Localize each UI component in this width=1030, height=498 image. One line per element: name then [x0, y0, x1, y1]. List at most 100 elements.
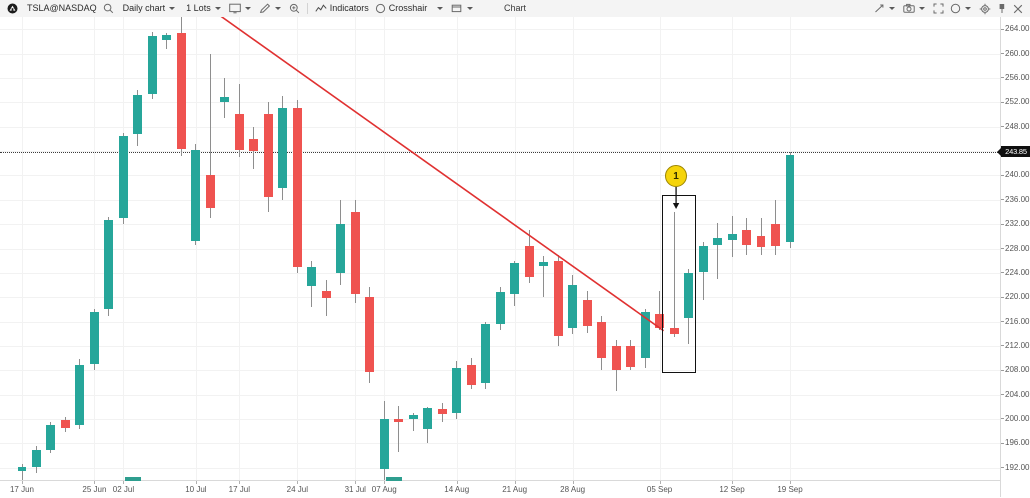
pin-icon[interactable]	[994, 0, 1010, 17]
circle-draw-icon[interactable]	[947, 0, 976, 17]
symbol-label[interactable]: TSLA@NASDAQ	[21, 0, 100, 17]
symbol-text: TSLA@NASDAQ	[27, 3, 97, 13]
candle-body	[524, 246, 534, 277]
trendline[interactable]	[154, 17, 665, 332]
candle-body	[785, 154, 795, 243]
candle-body	[133, 94, 143, 134]
chevron-down-icon	[437, 7, 444, 10]
candle-body	[17, 466, 27, 471]
time-tick-mark	[22, 481, 23, 484]
candle-wick	[673, 211, 675, 338]
candle-body	[669, 327, 679, 334]
annotation-pin-1[interactable]: 1	[665, 165, 688, 187]
pencil-draw-icon[interactable]	[256, 0, 286, 17]
candle-body	[481, 324, 491, 383]
candle-body	[771, 224, 780, 247]
gridline-vertical	[94, 17, 96, 480]
timeframe-selector[interactable]: Daily chart	[117, 0, 181, 17]
chevron-down-icon	[467, 7, 474, 10]
time-tick-label: 31 Jul	[344, 485, 366, 494]
candle-body	[568, 285, 578, 328]
indicators-button[interactable]: Indicators	[312, 0, 372, 17]
time-axis[interactable]: 17 Jun 25 Jun 02 Jul 10 Jul 17 Jul 24 Jul 31 J…	[0, 477, 1000, 498]
candle-body	[466, 365, 476, 385]
time-tick-label: 17 Jul	[228, 485, 251, 494]
annotation-pin-label: 1	[673, 170, 679, 182]
gridline-horizontal	[0, 272, 1000, 274]
time-tick-label: 10 Jul	[185, 485, 207, 494]
settings-gear-icon[interactable]	[976, 0, 994, 17]
camera-snapshot-icon[interactable]	[900, 0, 930, 17]
price-tick-label: 236.00	[1001, 195, 1029, 204]
price-tick-label: 224.00	[1001, 268, 1029, 277]
screen-layout-icon[interactable]	[226, 0, 256, 17]
time-tick-label: 21 Aug	[502, 485, 528, 494]
candlestick-chart-plot[interactable]: 1	[0, 17, 1000, 480]
search-icon[interactable]	[100, 0, 117, 17]
gridline-horizontal	[0, 126, 1000, 128]
price-tick-label: 204.00	[1001, 390, 1029, 399]
price-tick-label: 212.00	[1001, 341, 1029, 350]
candle-body	[684, 272, 694, 318]
toolbar-right-group	[871, 0, 1026, 17]
candle-body	[307, 266, 317, 287]
candle-wick	[21, 464, 23, 480]
toolbar-left-group: TSLA@NASDAQ Daily chart 1 Lots	[0, 0, 478, 17]
candle-body	[191, 149, 201, 242]
time-tick-label: 24 Jul	[286, 485, 308, 494]
gridline-vertical	[732, 17, 734, 480]
candle-body	[597, 321, 607, 359]
gridline-horizontal	[0, 102, 1000, 104]
candle-body	[104, 220, 114, 310]
gridline-vertical	[123, 17, 125, 480]
gridline-vertical	[22, 17, 23, 480]
price-tick-label: 196.00	[1001, 439, 1029, 447]
time-tick-mark	[732, 481, 734, 484]
session-marker	[386, 477, 403, 481]
candle-body	[698, 246, 708, 272]
close-icon[interactable]	[1010, 0, 1026, 17]
quantity-label: 1 Lots	[186, 3, 211, 13]
current-price-crosshair-line	[0, 151, 1000, 153]
magnifier-zoom-icon[interactable]	[286, 0, 303, 17]
gridline-horizontal	[0, 224, 1000, 226]
candle-body	[756, 236, 766, 248]
price-tick-label: 248.00	[1001, 122, 1029, 131]
candle-wick	[717, 222, 719, 279]
measure-arrow-icon[interactable]	[871, 0, 900, 17]
price-tick-label: 216.00	[1001, 317, 1029, 326]
time-tick-label: 14 Aug	[444, 485, 470, 494]
gridline-horizontal	[0, 419, 1000, 421]
candle-body	[46, 425, 56, 450]
candle-body	[60, 420, 70, 428]
price-tick-label: 256.00	[1001, 73, 1029, 82]
time-tick-mark	[239, 481, 241, 484]
quantity-selector[interactable]: 1 Lots	[180, 0, 226, 17]
crosshair-button[interactable]: Crosshair	[372, 0, 431, 17]
window-copy-icon[interactable]	[448, 0, 478, 17]
candle-body	[452, 367, 462, 413]
time-tick-label: 12 Sep	[719, 485, 745, 494]
annotation-highlight-box[interactable]	[662, 195, 697, 373]
candle-body	[510, 263, 520, 294]
crosshair-dropdown[interactable]	[430, 0, 448, 17]
app-logo-icon[interactable]	[4, 0, 21, 17]
price-axis[interactable]: 264.00260.00256.00252.00248.00244.00240.…	[997, 17, 1030, 497]
time-tick-mark	[572, 481, 574, 484]
candle-body	[292, 108, 302, 267]
fullscreen-expand-icon[interactable]	[930, 0, 947, 17]
gridline-vertical	[195, 17, 197, 480]
chevron-down-icon	[244, 7, 251, 10]
gridline-horizontal	[0, 345, 1000, 347]
price-tick-label: 264.00	[1001, 25, 1029, 33]
candle-body	[640, 311, 650, 359]
time-tick-mark	[355, 481, 357, 484]
chevron-down-icon	[274, 7, 281, 10]
candle-body	[582, 299, 592, 327]
candle-body	[423, 408, 433, 429]
session-marker	[125, 477, 142, 481]
candle-wick	[760, 218, 762, 255]
candle-body	[89, 312, 99, 365]
candle-body	[75, 365, 85, 426]
